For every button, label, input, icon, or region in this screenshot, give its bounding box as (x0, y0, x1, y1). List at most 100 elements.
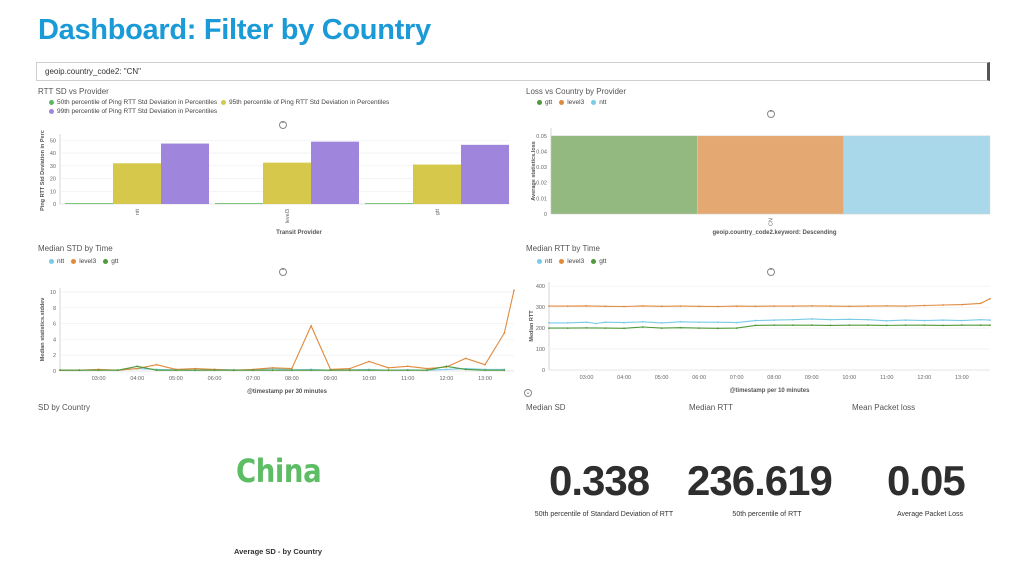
y-tick-label: 200 (536, 326, 545, 332)
legend-item-ntt[interactable]: ntt (49, 258, 64, 265)
chart-median-rtt: 0 100 200 300 400 Median RTT 03:00 04:00 05:00 06… (529, 282, 991, 394)
x-tick-label: 08:00 (285, 376, 299, 382)
data-point (310, 325, 313, 327)
legend-item-p50[interactable]: 50th percentile of Ping RTT Std Deviatio… (49, 99, 217, 106)
y-tick-label: 40 (50, 151, 56, 157)
data-point (641, 320, 644, 323)
data-point (942, 319, 944, 322)
data-point (792, 324, 794, 327)
data-point (754, 305, 757, 308)
legend-item-ntt[interactable]: ntt (537, 258, 552, 265)
collapse-toggle-icon[interactable]: ⌄ (524, 389, 532, 397)
data-point (585, 321, 588, 324)
data-point (623, 305, 625, 308)
data-point (979, 302, 982, 305)
legend-item-gtt[interactable]: gtt (591, 258, 606, 265)
y-tick-label: 0 (542, 368, 545, 374)
x-tick-label: 07:00 (246, 376, 260, 382)
data-point (78, 369, 81, 372)
data-point (117, 369, 119, 372)
y-tick-label: 0.03 (536, 165, 547, 171)
data-point (829, 324, 832, 327)
data-point (290, 369, 293, 372)
metric-caption-median-sd: 50th percentile of Standard Deviation of… (534, 511, 674, 518)
data-point (585, 304, 588, 307)
legend-item-p99[interactable]: 99th percentile of Ping RTT Std Deviatio… (49, 108, 217, 115)
legend-label: ntt (57, 258, 65, 265)
data-point (348, 367, 351, 370)
y-tick-label: 20 (50, 177, 56, 183)
y-axis-title: Median RTT (529, 310, 535, 342)
data-point (754, 324, 757, 327)
legend-loss: gtt level3 ntt (537, 99, 606, 108)
data-point (155, 369, 158, 372)
data-point (829, 305, 832, 307)
data-point (641, 326, 644, 328)
y-tick-label: 0.01 (536, 196, 547, 202)
legend-label: ntt (599, 99, 607, 106)
legend-item-gtt[interactable]: gtt (103, 258, 118, 265)
legend-item-level3[interactable]: level3 (559, 258, 584, 265)
x-tick-label: 05:00 (655, 375, 669, 381)
data-point (426, 369, 428, 372)
data-point (623, 321, 625, 324)
data-point (792, 318, 794, 321)
data-point (923, 324, 926, 327)
data-point (885, 324, 888, 327)
data-point (271, 369, 274, 372)
y-tick-label: 6 (53, 322, 56, 328)
metric-value-median-sd: 0.338 (549, 457, 650, 504)
data-point (698, 327, 701, 329)
data-point (136, 365, 139, 368)
x-axis-title: geoip.country_code2.keyword: Descending (712, 230, 836, 236)
x-tick-label: 11:00 (880, 375, 893, 381)
bar (215, 203, 263, 204)
legend-toggle-icon[interactable]: ⌃ (279, 121, 287, 129)
legend-label: 99th percentile of Ping RTT Std Deviatio… (57, 108, 218, 115)
data-point (904, 319, 907, 322)
legend-toggle-icon[interactable]: ⌃ (279, 268, 287, 276)
data-point (989, 319, 991, 322)
legend-item-gtt[interactable]: gtt (537, 99, 552, 106)
metric-title-median-rtt: Median RTT (689, 403, 733, 412)
query-search-input[interactable]: geoip.country_code2: "CN" (36, 62, 990, 81)
legend-item-p95[interactable]: 95th percentile of Ping RTT Std Deviatio… (221, 99, 389, 108)
x-tick-label: 04:00 (130, 376, 144, 382)
data-point (566, 305, 569, 307)
x-tick-label: 11:00 (401, 376, 414, 382)
data-point (290, 367, 293, 370)
legend-dot-icon (537, 259, 542, 264)
x-tick-label: 03:00 (92, 376, 106, 382)
data-point (773, 324, 776, 327)
x-tick-label: 08:00 (767, 375, 781, 381)
legend-toggle-icon[interactable]: ⌃ (767, 268, 775, 276)
data-point (445, 365, 448, 368)
data-point (698, 305, 701, 308)
data-point (368, 369, 371, 372)
data-point (716, 321, 719, 324)
y-tick-label: 0 (53, 202, 56, 208)
bar (311, 141, 359, 204)
tag-cloud-country[interactable]: China (236, 452, 322, 490)
metric-title-median-sd: Median SD (526, 403, 566, 412)
data-point (641, 304, 644, 307)
y-axis-title: Ping RTT Std Deviation in Perce (40, 130, 46, 211)
data-point (735, 327, 738, 329)
legend-rtt-sd: 50th percentile of Ping RTT Std Deviatio… (49, 99, 217, 117)
x-tick-label: 06:00 (692, 375, 706, 381)
legend-item-ntt[interactable]: ntt (591, 99, 606, 106)
legend-item-level3[interactable]: level3 (559, 99, 584, 106)
legend-toggle-icon[interactable]: ⌃ (767, 110, 775, 118)
bar (550, 135, 698, 215)
x-axis-title: Transit Provider (276, 230, 322, 236)
data-point (548, 305, 550, 307)
data-point (623, 327, 625, 330)
data-point (735, 305, 738, 307)
legend-item-level3[interactable]: level3 (71, 258, 96, 265)
data-point (252, 369, 255, 372)
data-point (735, 321, 738, 324)
data-point (406, 369, 409, 372)
bar (161, 143, 209, 204)
bar (365, 203, 413, 204)
y-axis-title: Median statistics.stddev (40, 297, 46, 362)
